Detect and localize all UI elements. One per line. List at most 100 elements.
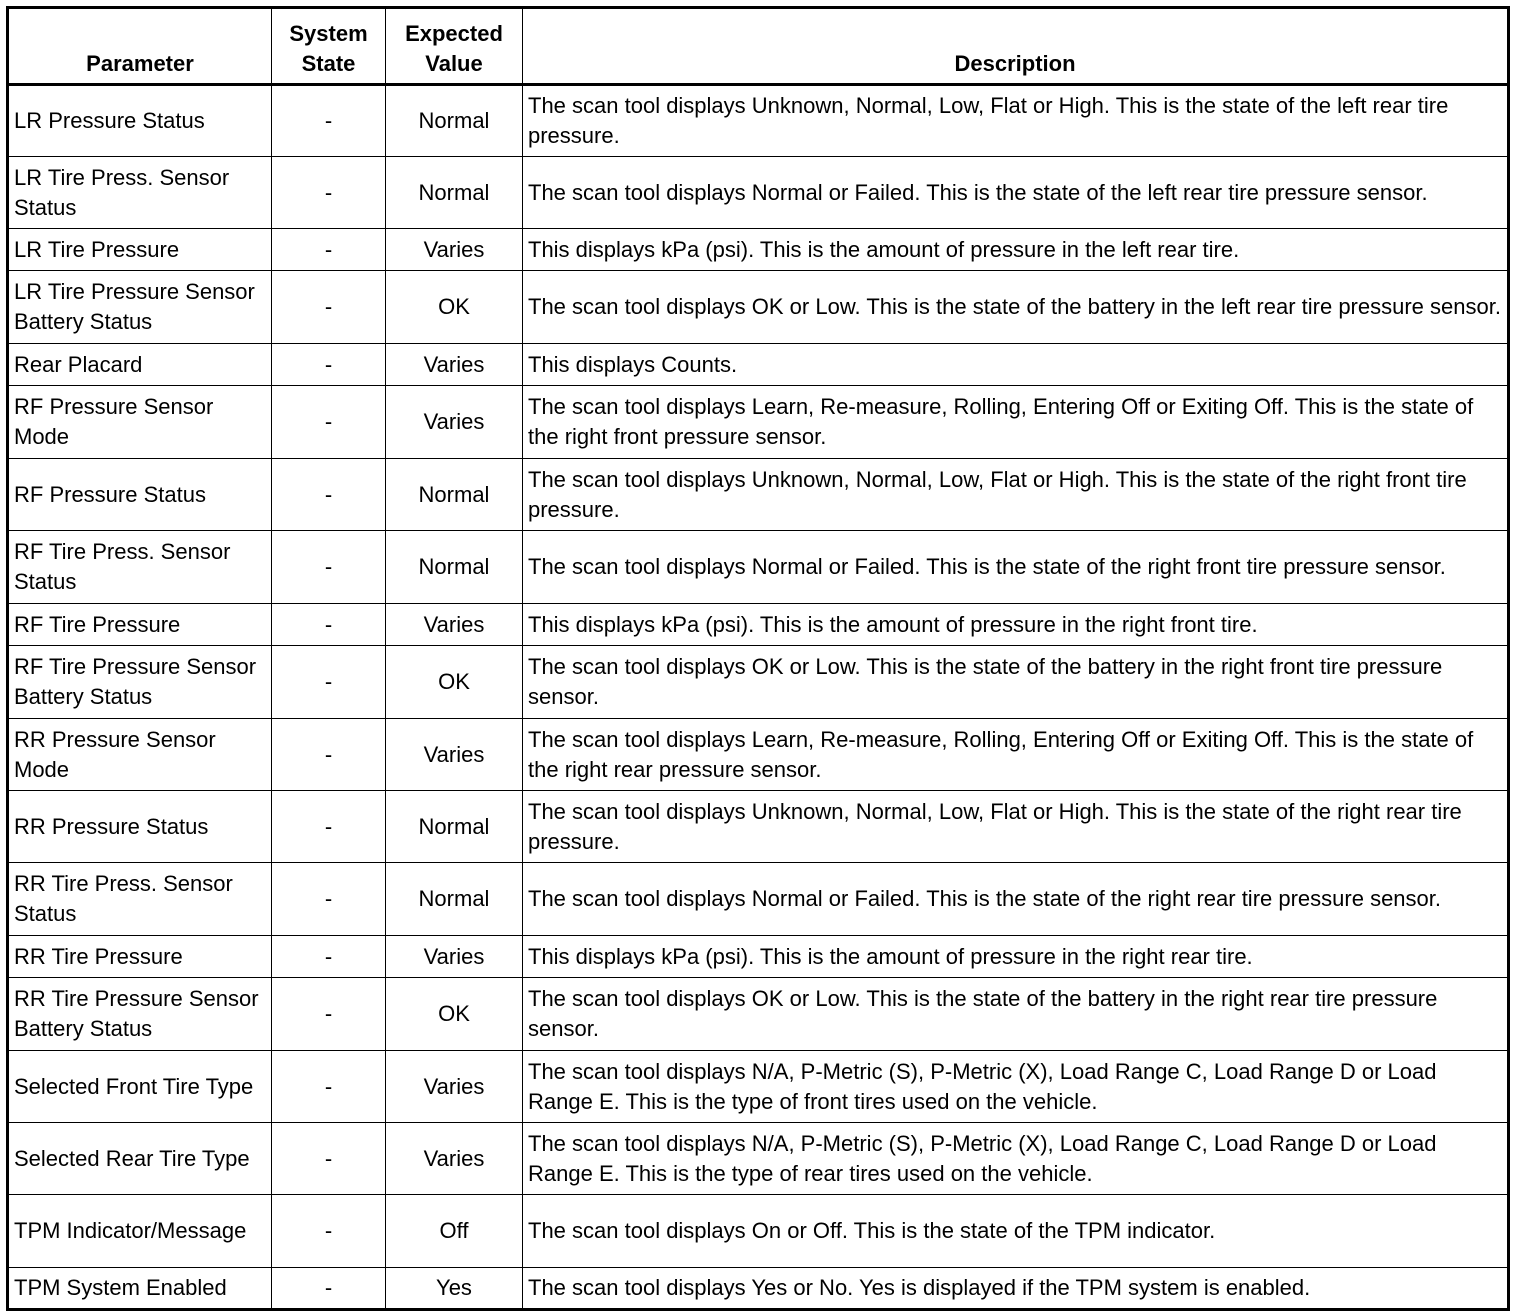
header-expected-value: Expected Value bbox=[385, 7, 523, 86]
description-cell: The scan tool displays On or Off. This i… bbox=[522, 1194, 1509, 1268]
expected-value-cell: Normal bbox=[385, 458, 523, 531]
expected-value-cell: OK bbox=[385, 977, 523, 1051]
system-state-cell: - bbox=[271, 790, 386, 863]
system-state-cell: - bbox=[271, 645, 386, 719]
system-state-cell: - bbox=[271, 935, 386, 978]
parameter-cell: Rear Placard bbox=[7, 343, 272, 386]
description-cell: The scan tool displays OK or Low. This i… bbox=[522, 977, 1509, 1051]
table-row: Rear Placard - Varies This displays Counts. bbox=[7, 343, 1509, 386]
description-cell: The scan tool displays Unknown, Normal, … bbox=[522, 84, 1509, 157]
expected-value-cell: Normal bbox=[385, 790, 523, 863]
table-row: LR Tire Pressure - Varies This displays kPa… bbox=[7, 228, 1509, 271]
table-row: TPM System Enabled - Yes The scan tool disp… bbox=[7, 1267, 1509, 1310]
table-row: RF Pressure Status - Normal The scan tool d… bbox=[7, 458, 1509, 531]
table-row: RR Pressure Status - Normal The scan tool d… bbox=[7, 790, 1509, 863]
parameter-cell: RF Pressure Sensor Mode bbox=[7, 385, 272, 459]
header-system-state: System State bbox=[271, 7, 386, 86]
table-row: RF Tire Pressure Sensor Battery Status - O… bbox=[7, 645, 1509, 719]
expected-value-cell: Varies bbox=[385, 1122, 523, 1195]
expected-value-cell: Varies bbox=[385, 718, 523, 791]
table-row: RR Pressure Sensor Mode - Varies The scan t… bbox=[7, 718, 1509, 791]
system-state-cell: - bbox=[271, 1194, 386, 1268]
description-cell: The scan tool displays N/A, P-Metric (S)… bbox=[522, 1122, 1509, 1195]
system-state-cell: - bbox=[271, 343, 386, 386]
description-cell: This displays kPa (psi). This is the amo… bbox=[522, 228, 1509, 271]
expected-value-cell: Varies bbox=[385, 385, 523, 459]
parameter-cell: Selected Rear Tire Type bbox=[7, 1122, 272, 1195]
system-state-cell: - bbox=[271, 1122, 386, 1195]
expected-value-cell: Varies bbox=[385, 603, 523, 646]
description-cell: This displays kPa (psi). This is the amo… bbox=[522, 603, 1509, 646]
description-cell: The scan tool displays Normal or Failed.… bbox=[522, 862, 1509, 936]
description-cell: The scan tool displays Unknown, Normal, … bbox=[522, 790, 1509, 863]
expected-value-cell: Off bbox=[385, 1194, 523, 1268]
description-cell: The scan tool displays N/A, P-Metric (S)… bbox=[522, 1050, 1509, 1123]
description-cell: The scan tool displays Normal or Failed.… bbox=[522, 530, 1509, 604]
parameter-cell: LR Tire Pressure bbox=[7, 228, 272, 271]
expected-value-cell: Normal bbox=[385, 862, 523, 936]
expected-value-cell: Normal bbox=[385, 84, 523, 157]
parameter-cell: RF Tire Pressure Sensor Battery Status bbox=[7, 645, 272, 719]
description-cell: The scan tool displays OK or Low. This i… bbox=[522, 270, 1509, 344]
parameter-cell: TPM System Enabled bbox=[7, 1267, 272, 1310]
parameter-cell: RR Pressure Sensor Mode bbox=[7, 718, 272, 791]
header-description: Description bbox=[522, 7, 1509, 86]
system-state-cell: - bbox=[271, 718, 386, 791]
description-cell: The scan tool displays Learn, Re-measure… bbox=[522, 385, 1509, 459]
parameter-cell: RR Pressure Status bbox=[7, 790, 272, 863]
parameter-cell: RR Tire Press. Sensor Status bbox=[7, 862, 272, 936]
expected-value-cell: OK bbox=[385, 645, 523, 719]
table-row: LR Tire Pressure Sensor Battery Status - O… bbox=[7, 270, 1509, 344]
description-cell: The scan tool displays Learn, Re-measure… bbox=[522, 718, 1509, 791]
table-row: RR Tire Pressure Sensor Battery Status - O… bbox=[7, 977, 1509, 1051]
description-cell: The scan tool displays Normal or Failed.… bbox=[522, 156, 1509, 229]
expected-value-cell: Normal bbox=[385, 530, 523, 604]
description-cell: This displays Counts. bbox=[522, 343, 1509, 386]
system-state-cell: - bbox=[271, 385, 386, 459]
table-row: Selected Rear Tire Type - Varies The scan t… bbox=[7, 1122, 1509, 1195]
expected-value-cell: Yes bbox=[385, 1267, 523, 1310]
system-state-cell: - bbox=[271, 270, 386, 344]
system-state-cell: - bbox=[271, 1267, 386, 1310]
header-parameter: Parameter bbox=[7, 7, 272, 86]
system-state-cell: - bbox=[271, 156, 386, 229]
expected-value-cell: Varies bbox=[385, 1050, 523, 1123]
table-row: LR Pressure Status - Normal The scan tool d… bbox=[7, 84, 1509, 157]
system-state-cell: - bbox=[271, 228, 386, 271]
parameter-cell: LR Tire Press. Sensor Status bbox=[7, 156, 272, 229]
expected-value-cell: Normal bbox=[385, 156, 523, 229]
parameter-cell: RR Tire Pressure Sensor Battery Status bbox=[7, 977, 272, 1051]
system-state-cell: - bbox=[271, 862, 386, 936]
description-cell: The scan tool displays Unknown, Normal, … bbox=[522, 458, 1509, 531]
system-state-cell: - bbox=[271, 977, 386, 1051]
system-state-cell: - bbox=[271, 458, 386, 531]
parameter-cell: RF Pressure Status bbox=[7, 458, 272, 531]
expected-value-cell: Varies bbox=[385, 935, 523, 978]
table-row: TPM Indicator/Message - Off The scan tool d… bbox=[7, 1194, 1509, 1268]
system-state-cell: - bbox=[271, 1050, 386, 1123]
parameter-table: Parameter System State Expected Value De… bbox=[6, 6, 1510, 1311]
table-row: LR Tire Press. Sensor Status - Normal The s… bbox=[7, 156, 1509, 229]
description-cell: This displays kPa (psi). This is the amo… bbox=[522, 935, 1509, 978]
parameter-cell: Selected Front Tire Type bbox=[7, 1050, 272, 1123]
header-row: Parameter System State Expected Value De… bbox=[7, 7, 1509, 86]
system-state-cell: - bbox=[271, 603, 386, 646]
table-row: Selected Front Tire Type - Varies The scan … bbox=[7, 1050, 1509, 1123]
system-state-cell: - bbox=[271, 530, 386, 604]
expected-value-cell: OK bbox=[385, 270, 523, 344]
table-row: RF Pressure Sensor Mode - Varies The scan t… bbox=[7, 385, 1509, 459]
description-cell: The scan tool displays Yes or No. Yes is… bbox=[522, 1267, 1509, 1310]
parameter-cell: LR Pressure Status bbox=[7, 84, 272, 157]
parameter-cell: TPM Indicator/Message bbox=[7, 1194, 272, 1268]
parameter-cell: RF Tire Pressure bbox=[7, 603, 272, 646]
parameter-cell: LR Tire Pressure Sensor Battery Status bbox=[7, 270, 272, 344]
system-state-cell: - bbox=[271, 84, 386, 157]
table-row: RF Tire Pressure - Varies This displays kPa… bbox=[7, 603, 1509, 646]
parameter-cell: RF Tire Press. Sensor Status bbox=[7, 530, 272, 604]
table-row: RF Tire Press. Sensor Status - Normal The s… bbox=[7, 530, 1509, 604]
expected-value-cell: Varies bbox=[385, 228, 523, 271]
parameter-cell: RR Tire Pressure bbox=[7, 935, 272, 978]
description-cell: The scan tool displays OK or Low. This i… bbox=[522, 645, 1509, 719]
expected-value-cell: Varies bbox=[385, 343, 523, 386]
table-row: RR Tire Pressure - Varies This displays kPa… bbox=[7, 935, 1509, 978]
